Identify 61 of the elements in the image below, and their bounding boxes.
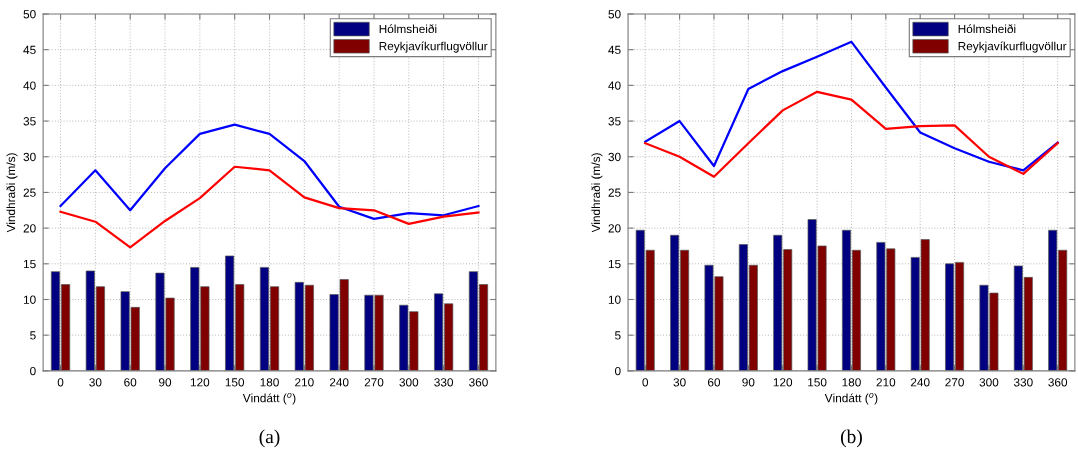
y-tick-label: 40 xyxy=(23,81,36,90)
y-tick-label: 10 xyxy=(23,295,36,304)
y-tick-label: 0 xyxy=(614,366,621,376)
line-series xyxy=(59,123,480,220)
y-axis-title: Vindhraði (m/s) xyxy=(6,153,18,233)
x-tick-label: 120 xyxy=(773,378,793,387)
line-series xyxy=(59,165,480,249)
x-tick-label: 120 xyxy=(190,378,210,387)
x-tick-label: 270 xyxy=(945,378,964,387)
x-tick-label: 90 xyxy=(742,378,755,387)
x-tick-label: 150 xyxy=(808,378,827,387)
x-tick-label: 60 xyxy=(708,378,721,387)
x-tick-label: 240 xyxy=(329,378,349,387)
y-tick-label: 30 xyxy=(608,152,621,162)
y-tick-label: 40 xyxy=(608,81,621,90)
x-tick-label: 60 xyxy=(124,378,137,387)
y-tick-label: 20 xyxy=(608,224,621,233)
x-axis-title: Vindátt ($^{o}$) xyxy=(824,392,878,405)
text: (a) xyxy=(259,429,280,448)
y-tick-label: 25 xyxy=(608,188,621,197)
line-series xyxy=(644,90,1059,178)
y-tick-label: 45 xyxy=(608,45,621,55)
x-tick-label: 360 xyxy=(1048,378,1068,387)
x-tick-label: 300 xyxy=(399,378,419,387)
y-tick-label: 15 xyxy=(23,259,36,269)
x-tick-label: 210 xyxy=(876,378,896,387)
legend-label: Hólmsheiði xyxy=(958,24,1016,34)
y-tick-label: 45 xyxy=(23,45,36,55)
y-tick-label: 5 xyxy=(615,331,621,340)
x-tick-label: 330 xyxy=(1013,378,1033,387)
x-tick-label: 330 xyxy=(434,378,454,387)
x-tick-label: 210 xyxy=(295,378,314,387)
y-tick-label: 20 xyxy=(23,224,36,233)
y-axis-title: Vindhraði (m/s) xyxy=(591,153,603,233)
legend-label: Hólmsheiði xyxy=(379,24,437,34)
text: (b) xyxy=(840,429,862,448)
x-tick-label: 30 xyxy=(89,378,102,387)
y-tick-label: 50 xyxy=(23,10,36,19)
x-tick-label: 0 xyxy=(57,378,64,387)
legend-label: Reykjavíkurflugvöllur xyxy=(379,41,488,53)
x-tick-label: 180 xyxy=(260,378,279,387)
y-tick-label: 30 xyxy=(23,152,36,162)
x-axis-title: Vindátt ($^{o}$) xyxy=(242,392,296,405)
x-tick-label: 240 xyxy=(910,378,930,387)
y-tick-label: 25 xyxy=(23,188,36,197)
x-tick-label: 300 xyxy=(979,378,999,387)
y-tick-label: 5 xyxy=(30,331,36,340)
y-tick-label: 10 xyxy=(608,295,621,304)
x-tick-label: 30 xyxy=(673,378,686,387)
x-tick-label: 270 xyxy=(364,378,384,387)
y-tick-label: 15 xyxy=(608,259,621,269)
x-tick-label: 150 xyxy=(225,378,245,387)
y-tick-label: 0 xyxy=(30,366,36,376)
legend-label: Reykjavíkurflugvöllur xyxy=(958,41,1067,53)
y-tick-label: 50 xyxy=(608,10,621,19)
x-tick-label: 90 xyxy=(159,378,172,387)
y-tick-label: 35 xyxy=(23,117,36,126)
x-tick-label: 180 xyxy=(842,378,861,387)
x-tick-label: 0 xyxy=(642,378,649,387)
x-tick-label: 360 xyxy=(469,378,488,387)
y-tick-label: 35 xyxy=(608,117,621,126)
